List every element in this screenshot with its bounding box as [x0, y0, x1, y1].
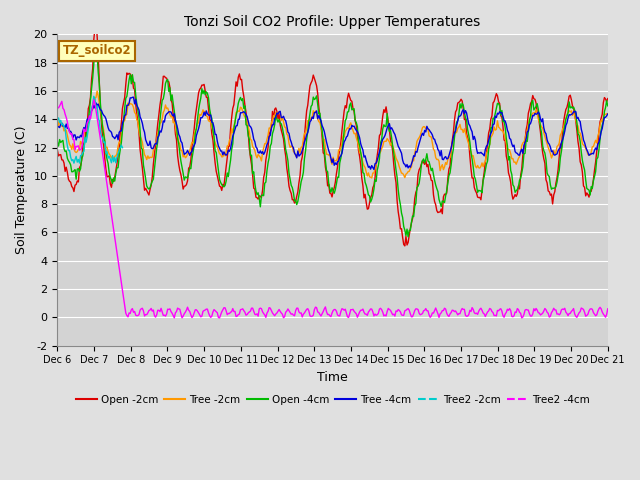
Tree2 -4cm	[54, 105, 61, 110]
Tree -4cm	[319, 125, 327, 131]
Open -4cm	[316, 110, 324, 116]
Open -2cm	[353, 122, 360, 128]
Tree2 -4cm	[518, 315, 525, 321]
Open -2cm	[593, 149, 600, 155]
Line: Tree2 -4cm: Tree2 -4cm	[58, 100, 608, 318]
Open -2cm	[401, 243, 409, 249]
Line: Tree -2cm: Tree -2cm	[58, 91, 608, 178]
Tree -4cm	[130, 94, 138, 100]
Line: Open -2cm: Open -2cm	[58, 21, 608, 246]
Tree2 -4cm	[90, 97, 98, 103]
Legend: Open -2cm, Tree -2cm, Open -4cm, Tree -4cm, Tree2 -2cm, Tree2 -4cm: Open -2cm, Tree -2cm, Open -4cm, Tree -4…	[72, 391, 594, 409]
Tree -4cm	[54, 123, 61, 129]
Tree2 -4cm	[506, 306, 513, 312]
Open -2cm	[316, 114, 324, 120]
Tree2 -2cm	[54, 117, 61, 122]
Tree2 -4cm	[604, 306, 612, 312]
Tree -4cm	[604, 111, 612, 117]
Text: TZ_soilco2: TZ_soilco2	[63, 44, 132, 57]
Open -4cm	[604, 103, 612, 108]
Tree -2cm	[507, 151, 515, 156]
Tree -2cm	[316, 120, 324, 125]
Tree -2cm	[353, 135, 360, 141]
Open -4cm	[404, 234, 412, 240]
Tree2 -4cm	[593, 312, 600, 318]
Tree -4cm	[507, 136, 515, 142]
Open -2cm	[507, 180, 515, 185]
Tree -2cm	[604, 111, 612, 117]
Tree2 -4cm	[382, 313, 390, 319]
Tree2 -4cm	[316, 312, 324, 317]
Tree -4cm	[353, 128, 360, 133]
Tree -2cm	[383, 136, 391, 142]
Open -2cm	[382, 104, 390, 110]
Line: Tree2 -2cm: Tree2 -2cm	[58, 96, 122, 163]
Tree -2cm	[54, 116, 61, 122]
Open -4cm	[593, 156, 600, 162]
Tree -2cm	[593, 140, 600, 146]
Open -4cm	[382, 123, 390, 129]
Tree -2cm	[368, 175, 376, 181]
Y-axis label: Soil Temperature (C): Soil Temperature (C)	[15, 126, 28, 254]
Open -4cm	[319, 139, 327, 145]
Open -2cm	[319, 150, 327, 156]
Open -4cm	[507, 168, 515, 173]
Open -4cm	[353, 120, 360, 125]
Open -2cm	[604, 96, 612, 101]
Tree -4cm	[316, 115, 324, 121]
X-axis label: Time: Time	[317, 371, 348, 384]
Tree -2cm	[319, 137, 327, 143]
Tree -4cm	[383, 125, 391, 131]
Tree -4cm	[593, 147, 600, 153]
Open -4cm	[91, 42, 99, 48]
Line: Tree -4cm: Tree -4cm	[58, 97, 608, 169]
Title: Tonzi Soil CO2 Profile: Upper Temperatures: Tonzi Soil CO2 Profile: Upper Temperatur…	[184, 15, 481, 29]
Line: Open -4cm: Open -4cm	[58, 45, 608, 237]
Open -4cm	[54, 139, 61, 145]
Open -2cm	[54, 147, 61, 153]
Open -2cm	[92, 18, 100, 24]
Tree2 -4cm	[353, 311, 360, 317]
Tree -2cm	[93, 88, 101, 94]
Tree -4cm	[370, 167, 378, 172]
Tree2 -4cm	[319, 309, 327, 314]
